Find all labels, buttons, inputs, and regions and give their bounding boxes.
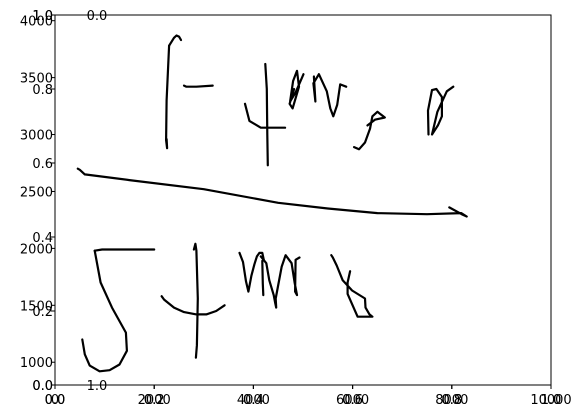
x-tick-label-hidden-axes-5: 1.0 (541, 393, 562, 408)
x-tick-label-outer-axes-5: 1.0 (541, 393, 562, 408)
ink-stroke-14 (238, 251, 265, 297)
ink-stroke-13 (160, 295, 226, 316)
ink-stroke-16 (330, 254, 374, 318)
y-tick-label-outer-axes-4: 0.8 (32, 83, 53, 98)
x-tick-label-ink-axes-2: 4000 (237, 393, 270, 408)
ink-stroke-11 (81, 249, 128, 373)
x-tick-label-ink-axes-0: 0 (51, 393, 59, 408)
y-tick-label-ink-axes-1: 1500 (20, 299, 53, 314)
x-tick-label-outer-axes-0: 0.0 (45, 393, 66, 408)
x-tick-label-outer-axes-2: 0.4 (243, 393, 264, 408)
x-tick-label-hidden-axes-1: 0.2 (144, 393, 165, 408)
ink-stroke-15 (259, 254, 301, 309)
y-tick-label-outer-axes-2: 0.4 (32, 231, 53, 246)
ink-stroke-10 (93, 248, 156, 252)
y-tick-label-ink-axes-0: 1000 (20, 356, 53, 371)
ink-stroke-8 (426, 85, 455, 136)
x-tick-label-hidden-axes-0: 0.0 (45, 393, 66, 408)
handwriting-strokes (76, 34, 468, 373)
y-tick-label-outer-axes-3: 0.6 (32, 157, 53, 172)
ink-stroke-5 (288, 69, 305, 110)
y-tick-label-ink-axes-5: 3500 (20, 72, 53, 87)
stray-axis-label-1: 1.0 (87, 379, 108, 394)
y-tick-label-outer-axes-5: 1.0 (32, 9, 53, 24)
x-tick-label-ink-axes-1: 2000 (138, 393, 171, 408)
y-tick-label-outer-axes-0: 0.0 (32, 379, 53, 394)
ink-stroke-12 (192, 242, 199, 359)
x-tick-label-hidden-axes-4: 0.8 (441, 393, 462, 408)
x-tick-label-ink-axes-3: 6000 (336, 393, 369, 408)
y-tick-label-ink-axes-3: 2500 (20, 185, 53, 200)
x-tick-label-outer-axes-1: 0.2 (144, 393, 165, 408)
y-tick-label-ink-axes-4: 3000 (20, 129, 53, 144)
ink-stroke-0 (168, 34, 183, 47)
x-tick-label-hidden-axes-3: 0.6 (342, 393, 363, 408)
y-tick-label-ink-axes-2: 2000 (20, 242, 53, 257)
ink-stroke-4 (243, 102, 287, 129)
axes (54, 14, 552, 386)
x-tick-label-outer-axes-4: 0.8 (441, 393, 462, 408)
ink-stroke-1 (165, 44, 171, 150)
y-tick-label-hidden-axes-1: 1.0 (32, 9, 53, 24)
ink-stroke-7 (353, 110, 386, 151)
y-tick-label-ink-axes-6: 4000 (20, 15, 53, 30)
x-tick-label-ink-axes-5: 10000 (530, 393, 571, 408)
ink-stroke-2 (182, 84, 214, 88)
tick-marks (51, 14, 552, 389)
tick-labels: 0.0 0.2 0.4 0.6 0.8 1.0 0.0 0.2 0.4 0.6 0.8 1.0 0 200… (20, 9, 572, 408)
x-tick-label-ink-axes-4: 8000 (435, 393, 468, 408)
ink-stroke-9 (76, 167, 468, 218)
stray-axis-label-0: 0.0 (87, 9, 108, 24)
ink-stroke-3 (264, 62, 269, 167)
ink-stroke-6 (312, 73, 348, 118)
axes-frame (54, 14, 552, 386)
x-tick-label-outer-axes-3: 0.6 (342, 393, 363, 408)
x-tick-label-hidden-axes-2: 0.4 (243, 393, 264, 408)
y-tick-label-outer-axes-1: 0.2 (32, 305, 53, 320)
y-tick-label-hidden-axes-0: 0.0 (32, 379, 53, 394)
